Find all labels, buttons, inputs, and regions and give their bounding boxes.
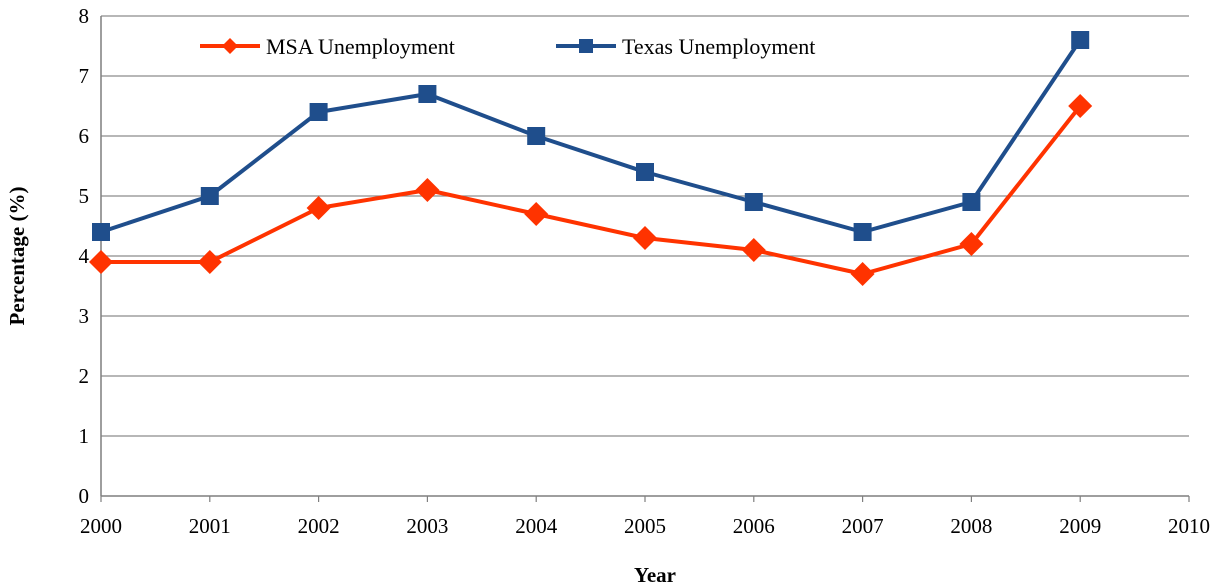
data-point — [415, 178, 440, 202]
legend-marker — [579, 39, 593, 53]
y-tick-label: 0 — [79, 484, 90, 508]
data-point — [306, 196, 331, 220]
data-point — [92, 223, 110, 241]
legend-label: MSA Unemployment — [266, 34, 455, 59]
legend: MSA Unemployment Texas Unemployment — [200, 34, 815, 59]
data-point — [524, 202, 549, 226]
data-point — [962, 193, 981, 211]
x-tick-label: 2005 — [624, 514, 666, 538]
data-point — [853, 223, 872, 241]
series-line-1 — [100, 38, 1082, 234]
y-tick-label: 4 — [79, 244, 90, 268]
y-tick-label: 7 — [79, 64, 90, 88]
data-point — [197, 250, 222, 274]
data-point — [850, 262, 875, 286]
x-tick-label: 2004 — [515, 514, 558, 538]
data-point — [744, 193, 763, 211]
y-tick-label: 3 — [79, 304, 90, 328]
data-point — [741, 238, 766, 262]
x-tick-label: 2003 — [406, 514, 448, 538]
data-point — [633, 226, 657, 250]
x-tick-label: 2000 — [80, 514, 122, 538]
y-tick-label: 1 — [79, 424, 90, 448]
series-layer — [89, 31, 1093, 286]
data-point — [527, 127, 546, 145]
series-line-0 — [101, 104, 1082, 276]
series-0 — [89, 94, 1093, 286]
x-tick-label: 2006 — [733, 514, 775, 538]
x-tick-label: 2001 — [189, 514, 231, 538]
data-point — [200, 187, 219, 205]
data-point — [1068, 94, 1093, 118]
y-tick-labels: 0 1 2 3 4 5 6 7 8 — [79, 4, 90, 508]
y-tick-label: 5 — [79, 184, 90, 208]
data-point — [89, 250, 113, 274]
data-point — [1071, 31, 1090, 49]
data-point — [418, 85, 437, 103]
legend-item: MSA Unemployment — [200, 34, 455, 59]
legend-label: Texas Unemployment — [622, 34, 815, 59]
y-tick-label: 8 — [79, 4, 90, 28]
x-tick-label: 2002 — [298, 514, 340, 538]
x-tick-label: 2009 — [1059, 514, 1101, 538]
x-tick-label: 2008 — [950, 514, 992, 538]
data-point — [636, 163, 654, 181]
data-point — [959, 232, 984, 256]
y-tick-label: 6 — [79, 124, 90, 148]
x-axis-title: Year — [634, 563, 676, 587]
y-axis-title: Percentage (%) — [5, 187, 29, 326]
x-tick-label: 2007 — [842, 514, 884, 538]
data-point — [309, 103, 328, 121]
legend-marker — [222, 38, 238, 54]
series-1 — [92, 31, 1090, 241]
x-tick-labels: 2000 2001 2002 2003 2004 2005 2006 2007 2008 2009… — [80, 496, 1210, 538]
y-tick-label: 2 — [79, 364, 90, 388]
grid-lines — [101, 15, 1189, 437]
x-tick-label: 2010 — [1168, 514, 1210, 538]
legend-item: Texas Unemployment — [556, 34, 815, 59]
